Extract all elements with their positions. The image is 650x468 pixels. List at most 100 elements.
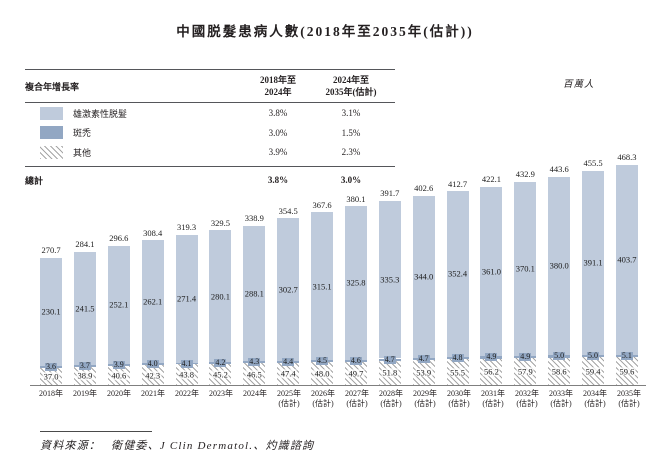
others-value-label: 49.7 <box>347 368 365 379</box>
others-value-label: 46.5 <box>245 368 263 379</box>
x-year-label: 2022年 <box>175 389 199 398</box>
androgenetic-value-label: 380.0 <box>549 260 569 271</box>
bar-2028年(估計): 391.7 335.3 4.7 51.8 <box>378 189 401 385</box>
segment-androgenetic <box>412 195 435 358</box>
others-value-label: 47.4 <box>279 368 297 379</box>
total-value-label: 422.1 <box>481 174 501 185</box>
total-value-label: 284.1 <box>75 239 95 249</box>
x-year-label: 2030年 <box>447 389 471 398</box>
bar-2030年(估計): 412.7 352.4 4.8 55.5 <box>446 179 469 385</box>
source-text: 衛健委、J Clin Dermatol.、灼識諮詢 <box>111 440 315 452</box>
cagr-value: 1.5% <box>341 127 361 138</box>
footer-divider <box>40 431 152 432</box>
androgenetic-value-label: 302.7 <box>278 284 298 295</box>
segment-androgenetic <box>378 200 401 359</box>
bar-2032年(估計): 432.9 370.1 4.9 57.9 <box>514 170 537 385</box>
bars: 270.7 230.1 3.6 37.0 284.1 241.5 3.7 38.9 296.6 2… <box>40 153 638 385</box>
segment-androgenetic <box>548 176 571 356</box>
cagr-value: 2.3% <box>341 147 361 158</box>
androgenetic-value-label: 335.3 <box>380 274 400 285</box>
others-value-label: 40.6 <box>110 370 128 381</box>
bar-2020年: 296.6 252.1 3.9 40.6 <box>107 234 130 385</box>
x-year-label: 2034年 <box>583 389 607 398</box>
x-estimate-note: (估計) <box>584 399 606 409</box>
total-value-label: 367.6 <box>312 199 332 210</box>
areata-value-label: 4.2 <box>214 357 227 367</box>
cagr-table-header: 複合年增長率 2018年至 2024年 2024年至 2035年(估計) <box>25 69 395 104</box>
x-year-label: 2026年 <box>311 389 335 398</box>
x-estimate-note: (估計) <box>414 399 436 409</box>
segment-androgenetic <box>107 245 130 365</box>
bar-2022年: 319.3 271.4 4.1 43.8 <box>175 223 198 385</box>
x-axis-label-2033年(估計): 2033年 (估計) <box>544 389 578 410</box>
areata-value-label: 3.6 <box>45 361 57 371</box>
others-value-label: 42.3 <box>144 369 162 380</box>
x-year-label: 2031年 <box>481 389 505 398</box>
x-axis-label-2024年: 2024年 <box>238 389 272 410</box>
cagr-value: 3.9% <box>268 147 288 158</box>
areata-value-label: 5.0 <box>587 350 599 360</box>
total-value-label: 308.4 <box>143 227 163 238</box>
x-axis-label-2031年(估計): 2031年 (估計) <box>476 389 510 410</box>
x-axis-label-2032年(估計): 2032年 (估計) <box>510 389 544 410</box>
x-axis-label-2021年: 2021年 <box>136 389 170 410</box>
androgenetic-value-label: 315.1 <box>312 281 332 292</box>
x-axis-label-2025年(估計): 2025年 (估計) <box>272 389 306 410</box>
segment-androgenetic <box>582 170 604 355</box>
total-value-label: 270.7 <box>41 245 61 256</box>
others-hatch-swatch-icon <box>40 145 63 159</box>
areata-value-label: 3.9 <box>112 360 125 369</box>
cagr-metric-label: 複合年增長率 <box>25 81 80 92</box>
others-value-label: 58.6 <box>550 365 568 376</box>
androgenetic-swatch-icon <box>40 106 63 120</box>
x-estimate-note: (估計) <box>516 399 538 409</box>
x-axis-label-2018年: 2018年 <box>34 389 68 410</box>
total-label: 總計 <box>25 175 44 186</box>
cagr-value: 3.8% <box>268 108 288 119</box>
others-value-label: 45.2 <box>211 369 229 380</box>
total-value-label: 468.3 <box>617 152 637 163</box>
segment-androgenetic <box>344 206 367 360</box>
cagr-period2-header: 2024年至 2035年(估計) <box>307 74 395 98</box>
androgenetic-value-label: 252.1 <box>109 299 129 310</box>
segment-androgenetic <box>243 225 266 362</box>
x-year-label: 2025年 <box>277 389 301 398</box>
segment-androgenetic <box>40 257 62 366</box>
areata-value-label: 4.7 <box>383 354 396 364</box>
x-year-label: 2033年 <box>549 389 573 398</box>
bar-2019年: 284.1 241.5 3.7 38.9 <box>73 240 96 385</box>
bar-2021年: 308.4 262.1 4.0 42.3 <box>141 229 164 385</box>
x-estimate-note: (估計) <box>618 399 640 409</box>
androgenetic-value-label: 288.1 <box>244 288 264 299</box>
x-year-label: 2027年 <box>345 389 369 398</box>
androgenetic-value-label: 230.1 <box>41 306 61 317</box>
segment-androgenetic <box>480 186 503 357</box>
legend-label: 其他 <box>73 147 92 158</box>
x-year-label: 2020年 <box>107 389 131 398</box>
cagr-period2-line2: 2035年(估計) <box>325 87 377 98</box>
x-estimate-note: (估計) <box>312 399 334 409</box>
x-axis-label-2026年(估計): 2026年 (估計) <box>306 389 340 410</box>
total-value-label: 412.7 <box>447 178 468 189</box>
areata-value-label: 5.0 <box>553 351 566 361</box>
cagr-period2-line1: 2024年至 <box>332 75 369 85</box>
total-value-label: 329.5 <box>210 217 230 228</box>
segment-androgenetic <box>311 212 333 361</box>
segment-androgenetic <box>615 164 638 355</box>
x-year-label: 2021年 <box>141 389 165 398</box>
x-year-label: 2019年 <box>73 389 97 398</box>
androgenetic-value-label: 370.1 <box>515 263 535 274</box>
androgenetic-value-label: 361.0 <box>481 266 501 277</box>
bar-2033年(估計): 443.6 380.0 5.0 58.6 <box>548 165 571 385</box>
segment-androgenetic <box>209 230 232 362</box>
x-axis-label-2034年(估計): 2034年 (估計) <box>578 389 612 410</box>
x-axis-labels: 2018年 2019年 2020年 2021年 2022年 2023年 2024年 2025年… <box>34 389 646 410</box>
others-value-label: 48.0 <box>313 368 331 379</box>
total-value-label: 432.9 <box>515 169 535 179</box>
total-value-label: 319.3 <box>176 222 197 233</box>
bar-2031年(估計): 422.1 361.0 4.9 56.2 <box>480 175 503 385</box>
x-axis-label-2019年: 2019年 <box>68 389 102 410</box>
x-axis-label-2035年(估計): 2035年 (估計) <box>612 389 646 410</box>
x-year-label: 2029年 <box>413 389 437 398</box>
